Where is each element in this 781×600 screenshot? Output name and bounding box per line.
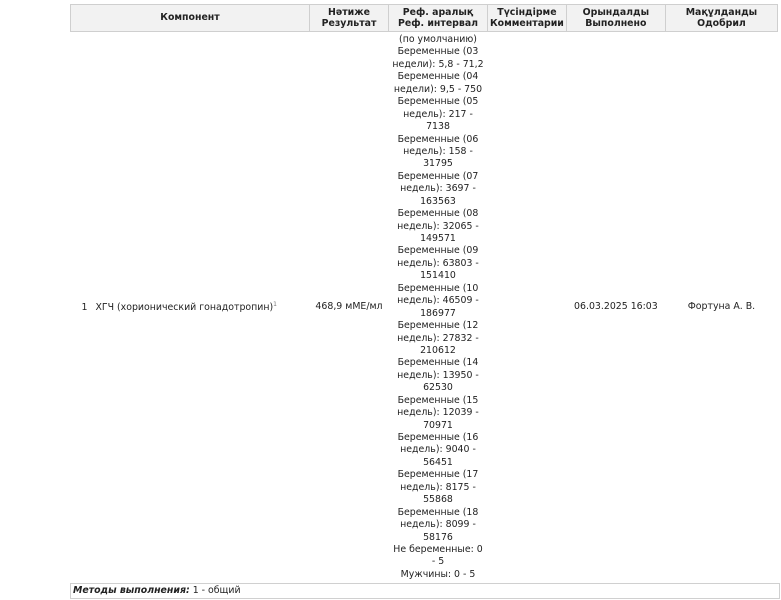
ref-line: Беременные (08 <box>397 208 479 220</box>
ref-line: Беременные (16 <box>397 432 479 443</box>
header-component: Компонент <box>70 4 310 32</box>
ref-line: 149571 <box>420 233 456 244</box>
comment-cell <box>488 32 567 582</box>
table-row: 1 ХГЧ (хорионический гонадотропин)1 468,9… <box>71 32 778 582</box>
methods-value: 1 - общий <box>189 585 241 596</box>
header-result: Нәтиже Результат <box>309 4 389 32</box>
ref-line: 55868 <box>423 494 453 506</box>
results-table: Компонент Нәтиже Результат Реф. аралық Реф… <box>70 4 779 582</box>
header-approved: Мақұлданды Одобрил <box>664 4 779 32</box>
footnote-mark: 1 <box>273 300 277 308</box>
ref-line: Беременные (09 <box>397 245 479 257</box>
header-ref-interval: Реф. аралық Реф. интервал <box>388 4 488 32</box>
performed-cell: 06.03.2025 16:03 <box>574 301 658 313</box>
ref-line: 163563 <box>420 195 456 207</box>
ref-line: 58176 <box>423 531 453 543</box>
ref-line: Беременные (15 <box>397 394 479 406</box>
ref-line: недель): 3697 - <box>400 183 476 195</box>
ref-line: 31795 <box>423 158 453 170</box>
ref-line: 56451 <box>423 456 453 468</box>
ref-line: недель): 8099 - <box>400 519 476 531</box>
ref-line: недель): 12039 - <box>397 407 479 419</box>
row-index: 1 <box>81 301 88 313</box>
ref-line: Беременные (03 <box>397 46 479 58</box>
ref-line: - 5 <box>431 556 445 568</box>
ref-line: Беременные (05 <box>397 96 479 108</box>
table-header: Компонент Нәтиже Результат Реф. аралық Реф… <box>70 4 779 32</box>
ref-line: недель): 217 - <box>403 108 473 120</box>
ref-line: недель): 46509 - <box>397 295 479 307</box>
ref-line: Беременные (12 <box>397 320 479 332</box>
component-cell: 1 ХГЧ (хорионический гонадотропин)1 <box>71 32 310 582</box>
ref-line: Беременные (17 <box>397 469 479 481</box>
ref-line: Не беременные: 0 <box>393 543 483 555</box>
ref-line: недель): 27832 - <box>397 332 479 344</box>
ref-line: Беременные (06 <box>397 133 479 145</box>
ref-line: 151410 <box>420 270 456 282</box>
ref-line: Беременные (14 <box>397 357 479 369</box>
ref-line: 210612 <box>420 344 456 356</box>
methods-footer: Методы выполнения: 1 - общий <box>70 583 780 599</box>
ref-line: недель): 9040 - <box>400 444 476 456</box>
ref-line: 7138 <box>426 121 450 133</box>
ref-line: 62530 <box>423 382 453 394</box>
ref-line: недели): 9,5 - 750 <box>393 83 483 95</box>
ref-line: недели): 5,8 - 71,2 <box>392 58 484 70</box>
ref-line: Мужчины: 0 - 5 <box>400 568 476 580</box>
ref-line: недель): 158 - <box>403 145 473 157</box>
header-performed: Орындалды Выполнено <box>565 4 666 32</box>
header-comments: Түсіндірме Комментарии <box>487 4 567 32</box>
ref-line: недель): 13950 - <box>397 369 479 381</box>
ref-line: 186977 <box>420 307 456 319</box>
ref-line: Беременные (07 <box>397 170 479 182</box>
ref-line: (по умолчанию) <box>399 34 477 45</box>
ref-interval-cell: (по умолчанию) Беременные (03 недели): 5,8… <box>389 32 488 582</box>
ref-line: Беременные (18 <box>397 506 479 518</box>
ref-line: 70971 <box>423 419 453 431</box>
ref-line: недель): 32065 - <box>397 220 479 232</box>
approved-cell: Фортуна А. В. <box>687 301 756 313</box>
ref-line: Беременные (10 <box>397 282 479 294</box>
ref-line: недель): 8175 - <box>400 481 476 493</box>
ref-line: недель): 63803 - <box>397 257 479 269</box>
ref-line: Беременные (04 <box>397 71 479 83</box>
methods-label: Методы выполнения: <box>73 585 190 596</box>
component-name: ХГЧ (хорионический гонадотропин) <box>95 301 274 313</box>
result-cell: 468,9 мМЕ/мл <box>315 301 383 313</box>
